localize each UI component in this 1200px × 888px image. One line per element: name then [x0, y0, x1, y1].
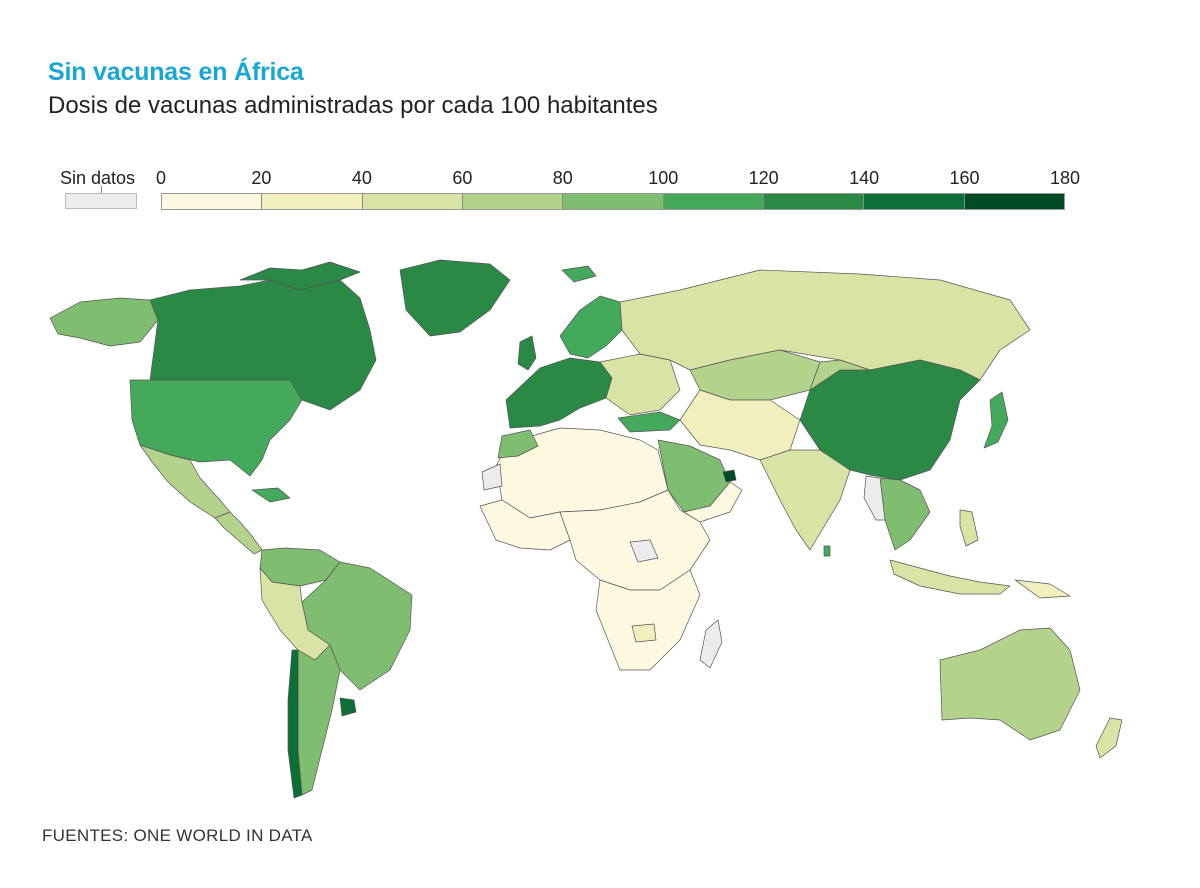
region-iceland: [561, 265, 597, 283]
region-china: [799, 359, 981, 481]
region-central-america: [214, 511, 263, 555]
legend-tick-label: 120: [748, 168, 779, 188]
region-southern-africa: [595, 569, 701, 671]
legend-bin-1: [262, 194, 363, 209]
region-morocco: [497, 429, 539, 459]
legend-tick-label: 60: [452, 168, 473, 188]
legend-no-data-label: Sin datos: [60, 168, 136, 188]
legend-bin-7: [864, 194, 965, 209]
region-central-africa: [559, 489, 711, 591]
region-mongolia: [809, 359, 871, 391]
region-japan: [983, 391, 1009, 449]
region-greenland: [399, 259, 511, 337]
legend-tick-label: 180: [1049, 168, 1081, 188]
region-madagascar-no-data: [699, 619, 723, 669]
legend-bin-0: [162, 194, 263, 209]
region-chile: [287, 649, 303, 799]
region-western-sahara-no-data: [481, 463, 503, 491]
region-philippines: [959, 509, 979, 547]
region-zimbabwe: [631, 623, 657, 643]
legend-color-scale: [161, 193, 1065, 210]
region-myanmar-no-data: [863, 475, 886, 521]
region-uruguay: [339, 697, 357, 717]
region-eastern-europe: [599, 353, 681, 416]
region-new-zealand: [1095, 717, 1123, 759]
map-title: Sin vacunas en África: [48, 58, 304, 86]
legend-bin-5: [663, 194, 764, 209]
region-alaska: [49, 297, 159, 347]
source-note: FUENTES: ONE WORLD IN DATA: [42, 826, 313, 845]
region-turkey: [617, 411, 681, 433]
region-indonesia: [889, 559, 1011, 595]
region-southeast-asia: [879, 477, 931, 551]
region-united-arab-emirates: [722, 469, 737, 483]
region-united-kingdom: [517, 335, 537, 371]
legend-bin-6: [763, 194, 865, 209]
legend-bin-2: [362, 194, 463, 209]
color-legend: Sin datos 0 20 40 60 80 100 120 140 160 180: [0, 0, 1200, 220]
world-choropleth-map: [49, 259, 1123, 799]
region-canadian-arctic-islands: [239, 261, 361, 291]
legend-tick-label: 140: [849, 168, 880, 188]
region-south-sudan-no-data: [629, 539, 659, 563]
legend-bin-3: [462, 194, 564, 209]
region-argentina: [297, 644, 341, 796]
region-australia: [939, 627, 1081, 741]
map-subtitle: Dosis de vacunas administradas por cada …: [48, 92, 658, 119]
legend-no-data-swatch: [65, 193, 137, 209]
region-caribbean: [251, 487, 291, 503]
region-central-south-asia: [679, 389, 801, 461]
legend-no-data-tick: [101, 186, 102, 193]
region-sri-lanka: [823, 545, 831, 557]
legend-tick-label: 100: [648, 168, 679, 188]
region-india: [759, 449, 851, 551]
legend-tick-label: 80: [552, 168, 573, 188]
region-papua: [1014, 579, 1071, 599]
legend-tick-label: 0: [155, 168, 167, 188]
legend-bin-8: [964, 194, 1064, 209]
legend-tick-label: 40: [351, 168, 372, 188]
legend-tick-label: 160: [949, 168, 980, 188]
legend-bin-4: [563, 194, 664, 209]
region-scandinavia: [559, 295, 623, 359]
region-western-europe: [505, 357, 613, 429]
legend-tick-label: 20: [251, 168, 272, 188]
